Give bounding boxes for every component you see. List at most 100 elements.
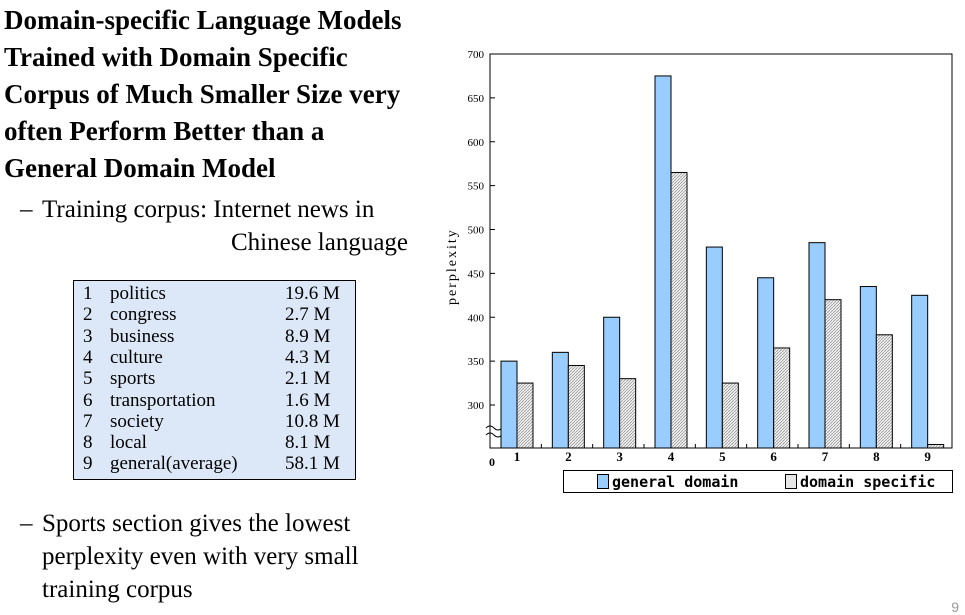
title-line: Trained with Domain Specific	[4, 42, 348, 72]
bar-general	[654, 75, 672, 449]
bar-general	[757, 277, 775, 449]
table-cell-size: 1.6 M	[285, 389, 331, 411]
bar-specific	[567, 365, 585, 449]
perplexity-bar-chart: 300 350 400 450 500 550 600 650 700 0 perplexity 1 2…	[445, 49, 953, 469]
legend-swatch-general	[597, 474, 609, 489]
title-line: Domain-specific Language Models	[4, 5, 402, 35]
table-cell-size: 10.8 M	[285, 410, 340, 432]
bullet-training-corpus: – Training corpus: Internet news in	[20, 193, 450, 226]
bar-general	[500, 360, 518, 449]
axis-break-mark	[485, 425, 503, 431]
slide-number: 9	[951, 599, 959, 615]
table-cell-name: politics	[110, 283, 166, 304]
table-cell-size: 58.1 M	[285, 453, 340, 475]
table-row: 8 local 8.1 M	[74, 432, 355, 453]
y-tick-label: 600	[468, 137, 485, 149]
table-cell-size: 8.1 M	[285, 432, 331, 454]
legend-label: domain specific	[800, 473, 936, 491]
table-cell-name: sports	[110, 368, 156, 390]
chart-legend: general domain domain specific	[563, 470, 953, 493]
x-tick-label: 7	[822, 449, 829, 464]
table-row: 9 general(average) 58.1 M	[74, 453, 355, 474]
y-axis-label: perplexity	[445, 228, 460, 305]
bar-general	[551, 351, 569, 449]
x-tick-label: 3	[616, 449, 623, 464]
bar-specific	[773, 347, 791, 449]
table-row: 7 society 10.8 M	[74, 411, 355, 432]
x-tick-label: 2	[565, 449, 572, 464]
corpus-size-table: 1 politics 19.6 M 2 congress 2.7 M 3 business 8.…	[73, 280, 356, 480]
table-cell-name: local	[110, 432, 147, 454]
legend-swatch-specific	[785, 474, 797, 489]
table-cell-num: 6	[83, 389, 93, 411]
bullet-line: – Sports section gives the lowest	[20, 507, 440, 540]
bullet-sports-finding: – Sports section gives the lowest perplex…	[20, 507, 440, 606]
bar-general	[603, 316, 621, 449]
bar-specific	[875, 334, 893, 449]
table-row: 4 culture 4.3 M	[74, 347, 355, 368]
legend-item-general: general domain	[597, 473, 738, 491]
table-cell-size: 2.7 M	[285, 304, 331, 326]
bullet-line: perplexity even with very small	[42, 543, 359, 570]
table-cell-name: business	[110, 325, 175, 347]
bullet-text-continued: Chinese language	[231, 229, 409, 256]
table-cell-size: 4.3 M	[285, 346, 331, 368]
bar-specific	[824, 299, 842, 449]
x-tick-label: 1	[514, 449, 521, 464]
y-tick-label: 450	[468, 268, 485, 280]
bar-general	[859, 286, 877, 449]
title-line: General Domain Model	[4, 153, 276, 183]
x-tick-label: 6	[770, 449, 777, 464]
table-cell-size: 19.6 M	[285, 283, 340, 304]
x-tick-label: 8	[873, 449, 880, 464]
y-tick-label: 650	[468, 93, 485, 105]
table-cell-name: congress	[110, 304, 177, 326]
bar-general	[808, 242, 826, 449]
bar-specific	[721, 382, 739, 449]
table-row: 3 business 8.9 M	[74, 326, 355, 347]
bar-specific	[619, 378, 637, 449]
table-cell-size: 2.1 M	[285, 368, 331, 390]
table-cell-num: 3	[83, 325, 93, 347]
y-tick-label: 500	[468, 225, 485, 237]
x-tick-label: 4	[668, 449, 675, 464]
table-cell-num: 1	[83, 283, 93, 304]
table-cell-num: 9	[83, 453, 93, 475]
table-row: 1 politics 19.6 M	[74, 283, 355, 304]
bar-general	[911, 294, 929, 449]
table-row: 2 congress 2.7 M	[74, 304, 355, 325]
table-cell-num: 4	[83, 346, 93, 368]
x-tick-label: 5	[719, 449, 726, 464]
legend-item-specific: domain specific	[785, 473, 935, 491]
table-cell-size: 8.9 M	[285, 325, 331, 347]
bar-specific	[670, 171, 688, 449]
bar-general	[705, 246, 723, 449]
bar-specific	[516, 382, 534, 449]
table-row: 5 sports 2.1 M	[74, 368, 355, 389]
table-cell-num: 2	[83, 304, 93, 326]
slide-title: Domain-specific Language Models Trained …	[4, 2, 474, 187]
table-cell-num: 8	[83, 432, 93, 454]
y-tick-label: 550	[468, 181, 485, 193]
axis-break-mark	[485, 432, 503, 438]
bullet-text: Training corpus: Internet news in	[42, 196, 375, 223]
table-cell-name: society	[110, 410, 164, 432]
bullet-text: Sports section gives the lowest	[42, 510, 351, 537]
bullet-dash: –	[20, 196, 33, 223]
table-cell-num: 5	[83, 368, 93, 390]
table-cell-name: culture	[110, 346, 163, 368]
title-line: often Perform Better than a	[4, 116, 325, 146]
bullet-line: training corpus	[42, 576, 193, 603]
bar-specific	[927, 443, 945, 449]
y-tick-label: 300	[468, 400, 485, 412]
origin-label: 0	[489, 455, 495, 469]
bullet-dash: –	[20, 510, 33, 537]
table-cell-name: transportation	[110, 389, 216, 411]
table-cell-num: 7	[83, 410, 93, 432]
y-tick-label: 350	[468, 356, 485, 368]
y-tick-label: 700	[468, 49, 485, 61]
title-line: Corpus of Much Smaller Size very	[4, 79, 401, 109]
y-tick-label: 400	[468, 312, 485, 324]
x-tick-label: 9	[924, 449, 931, 464]
legend-label: general domain	[612, 473, 739, 491]
